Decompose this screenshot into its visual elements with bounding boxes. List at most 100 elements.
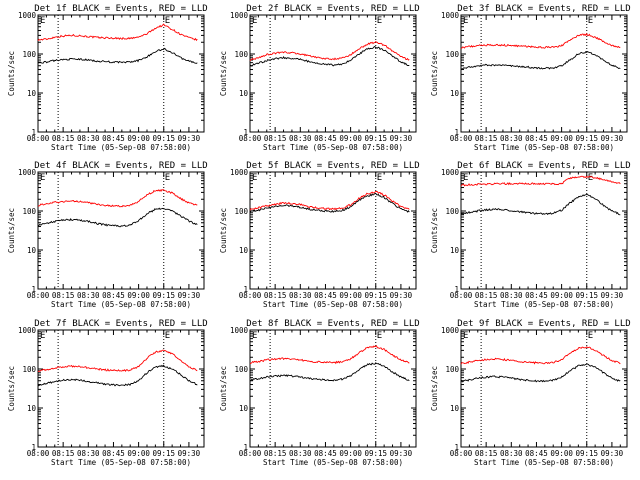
chart-panel-8: Det 8f BLACK = Events, RED = LLD 1 10 100 10…	[219, 319, 420, 467]
y-axis-label: Counts/sec	[7, 366, 16, 411]
y-tick-label: 100	[22, 365, 36, 374]
x-axis-label: Start Time (05-Sep-08 07:58:00)	[474, 143, 614, 152]
chart-title: Det 8f BLACK = Events, RED = LLD	[246, 319, 419, 329]
plot-frame	[460, 14, 628, 133]
x-tick-label: 08:00	[239, 449, 262, 458]
x-tick-label: 08:00	[27, 291, 50, 300]
x-tick-label: 08:30	[77, 291, 100, 300]
series-events-line	[249, 192, 410, 213]
plot-frame	[37, 329, 205, 448]
series-lld-line	[37, 349, 198, 373]
event-marker-label: E	[588, 16, 593, 26]
series-events-line	[37, 364, 198, 387]
x-tick-label: 08:00	[27, 134, 50, 143]
x-tick-label: 09:15	[152, 291, 175, 300]
y-tick-label: 10	[239, 404, 249, 413]
y-tick-label: 100	[234, 365, 248, 374]
y-tick-label: 1000	[18, 168, 37, 177]
event-marker-label: E	[252, 16, 257, 26]
y-tick-label: 100	[445, 50, 459, 59]
chart-title: Det 2f BLACK = Events, RED = LLD	[246, 4, 419, 14]
x-tick-label: 08:15	[475, 449, 498, 458]
x-tick-label: 08:45	[525, 291, 548, 300]
y-tick-label: 10	[239, 89, 249, 98]
event-marker-label: E	[40, 331, 45, 341]
y-tick-label: 1000	[230, 326, 249, 335]
x-tick-label: 09:00	[550, 291, 573, 300]
event-marker-label: E	[165, 16, 170, 26]
x-tick-label: 08:15	[264, 449, 287, 458]
x-tick-label: 09:00	[550, 134, 573, 143]
event-marker-label: E	[377, 173, 382, 183]
x-tick-label: 09:15	[152, 449, 175, 458]
y-tick-label: 100	[234, 207, 248, 216]
x-tick-label: 08:15	[475, 134, 498, 143]
x-tick-label: 09:30	[390, 449, 413, 458]
x-tick-label: 08:30	[77, 134, 100, 143]
x-tick-label: 08:00	[239, 134, 262, 143]
y-tick-label: 10	[239, 246, 249, 255]
x-tick-label: 08:00	[450, 134, 473, 143]
event-marker-label: E	[463, 331, 468, 341]
y-tick-label: 10	[27, 89, 37, 98]
x-tick-label: 08:00	[27, 449, 50, 458]
y-tick-label: 100	[22, 207, 36, 216]
x-tick-label: 09:30	[390, 134, 413, 143]
y-axis-label: Counts/sec	[430, 366, 439, 411]
x-axis-label: Start Time (05-Sep-08 07:58:00)	[51, 300, 191, 309]
x-tick-label: 08:45	[314, 449, 337, 458]
y-tick-label: 10	[27, 246, 37, 255]
chart-panel-7: Det 7f BLACK = Events, RED = LLD 1 10 100 10…	[7, 319, 208, 467]
event-marker-label: E	[165, 331, 170, 341]
y-axis-label: Counts/sec	[430, 208, 439, 253]
y-tick-label: 1	[454, 128, 459, 137]
x-tick-label: 08:15	[52, 134, 75, 143]
series-lld-line	[460, 175, 621, 187]
series-lld-line	[249, 41, 410, 62]
x-tick-label: 08:15	[475, 291, 498, 300]
x-tick-label: 08:45	[525, 134, 548, 143]
x-tick-label: 09:15	[364, 449, 387, 458]
chart-panel-1: Det 1f BLACK = Events, RED = LLD 1 10 100 10…	[7, 4, 208, 152]
x-tick-label: 09:30	[601, 291, 624, 300]
x-tick-label: 09:30	[601, 449, 624, 458]
x-tick-label: 08:30	[500, 291, 523, 300]
x-axis-label: Start Time (05-Sep-08 07:58:00)	[474, 300, 614, 309]
chart-panel-5: Det 5f BLACK = Events, RED = LLD 1 10 100 10…	[219, 161, 420, 309]
x-tick-label: 09:30	[178, 134, 201, 143]
x-tick-label: 09:00	[127, 134, 150, 143]
event-marker-label: E	[165, 173, 170, 183]
chart-title: Det 1f BLACK = Events, RED = LLD	[34, 4, 207, 14]
y-tick-label: 10	[450, 404, 460, 413]
x-tick-label: 08:30	[289, 291, 312, 300]
event-marker-label: E	[40, 173, 45, 183]
chart-title: Det 4f BLACK = Events, RED = LLD	[34, 161, 207, 171]
y-tick-label: 1	[243, 443, 248, 452]
event-marker-label: E	[463, 173, 468, 183]
series-lld-line	[249, 345, 410, 365]
event-marker-label: E	[40, 16, 45, 26]
y-tick-label: 1000	[441, 326, 460, 335]
chart-title: Det 9f BLACK = Events, RED = LLD	[457, 319, 630, 329]
x-tick-label: 08:15	[264, 291, 287, 300]
y-tick-label: 1	[454, 285, 459, 294]
plot-frame	[460, 329, 628, 448]
series-lld-line	[249, 191, 410, 211]
x-tick-label: 09:15	[575, 449, 598, 458]
y-tick-label: 100	[445, 365, 459, 374]
y-axis-label: Counts/sec	[430, 51, 439, 96]
x-tick-label: 09:15	[152, 134, 175, 143]
event-marker-label: E	[377, 16, 382, 26]
x-tick-label: 09:00	[339, 134, 362, 143]
event-marker-label: E	[588, 331, 593, 341]
x-tick-label: 09:15	[575, 291, 598, 300]
x-tick-label: 08:30	[500, 134, 523, 143]
chart-title: Det 3f BLACK = Events, RED = LLD	[457, 4, 630, 14]
series-events-line	[460, 363, 621, 383]
series-lld-line	[460, 32, 621, 49]
x-tick-label: 08:15	[52, 291, 75, 300]
x-tick-label: 09:00	[127, 291, 150, 300]
x-tick-label: 09:30	[601, 134, 624, 143]
event-marker-label: E	[463, 16, 468, 26]
